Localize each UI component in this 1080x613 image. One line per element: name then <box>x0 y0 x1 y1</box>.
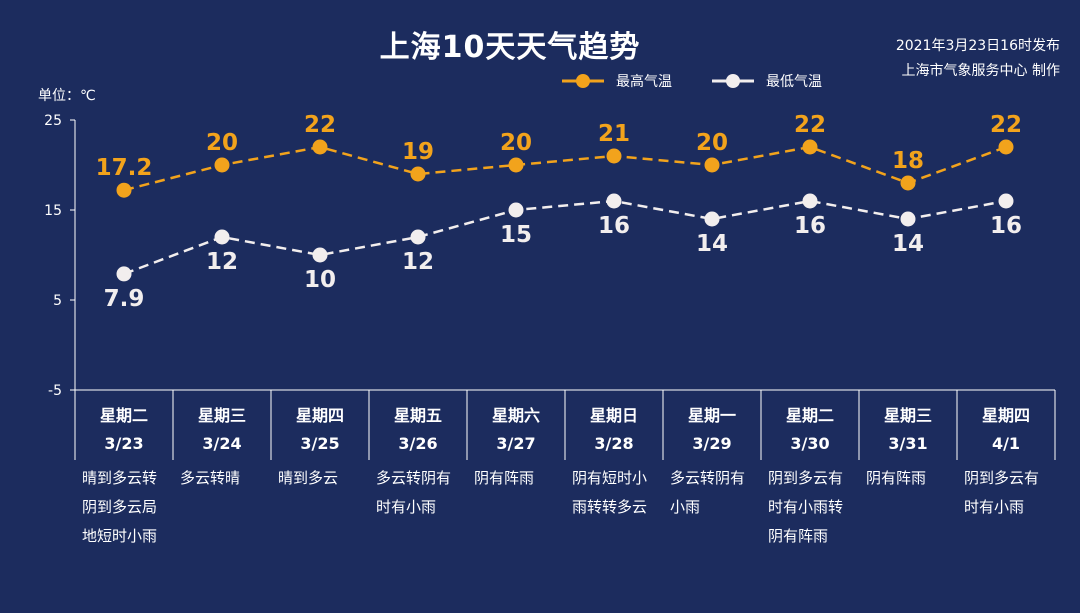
weather-description: 阴有阵雨 <box>768 527 828 545</box>
producer-credit: 上海市气象服务中心 制作 <box>901 63 1060 79</box>
data-label-low: 14 <box>892 231 924 257</box>
data-point-high <box>116 182 132 198</box>
weather-description: 时有小雨 <box>376 498 436 516</box>
data-label-high: 22 <box>794 112 826 138</box>
weather-description: 晴到多云 <box>278 469 338 487</box>
data-label-high: 17.2 <box>96 155 153 181</box>
x-category-weekday: 星期四 <box>296 406 344 425</box>
weather-description: 阴到多云有 <box>964 469 1039 487</box>
weather-description: 时有小雨转 <box>768 498 843 516</box>
data-point-high <box>312 139 328 155</box>
y-tick-label: 5 <box>53 293 62 309</box>
x-category-weekday: 星期三 <box>884 406 932 425</box>
data-point-high <box>900 175 916 191</box>
data-point-high <box>508 157 524 173</box>
data-point-low <box>900 211 916 227</box>
x-category-date: 3/28 <box>594 434 633 453</box>
data-point-low <box>704 211 720 227</box>
weather-description: 阴到多云局 <box>82 498 157 516</box>
data-point-high <box>998 139 1014 155</box>
x-category-weekday: 星期六 <box>492 406 540 425</box>
legend-label-low: 最低气温 <box>766 74 822 90</box>
weather-description: 多云转阴有 <box>376 469 451 487</box>
weather-description: 地短时小雨 <box>82 527 157 545</box>
weather-description: 阴有阵雨 <box>866 469 926 487</box>
series-line-high <box>123 145 1007 192</box>
x-category-date: 3/30 <box>790 434 829 453</box>
x-category-date: 3/31 <box>888 434 927 453</box>
data-label-low: 7.9 <box>104 286 145 312</box>
data-label-low: 12 <box>402 249 434 275</box>
weather-description: 晴到多云转 <box>82 469 157 487</box>
x-category-weekday: 星期四 <box>982 406 1030 425</box>
y-tick-label: 25 <box>44 113 62 129</box>
data-label-high: 20 <box>696 130 728 156</box>
data-point-low <box>606 193 622 209</box>
data-label-high: 18 <box>892 148 924 174</box>
series-line-low <box>123 199 1007 276</box>
data-point-low <box>312 247 328 263</box>
weather-description: 多云转阴有 <box>670 469 745 487</box>
x-category-weekday: 星期二 <box>100 406 148 425</box>
data-point-high <box>410 166 426 182</box>
weather-description: 多云转晴 <box>180 469 240 487</box>
data-point-high <box>606 148 622 164</box>
data-label-low: 16 <box>794 213 826 239</box>
publish-date: 2021年3月23日16时发布 <box>895 38 1060 54</box>
unit-label: 单位：℃ <box>38 88 96 104</box>
data-point-high <box>802 139 818 155</box>
weather-description: 小雨 <box>670 498 700 516</box>
chart-title: 上海10天天气趋势 <box>379 30 641 65</box>
data-label-low: 15 <box>500 222 532 248</box>
weather-description: 阴有短时小 <box>572 469 647 487</box>
y-tick-label: -5 <box>48 383 62 399</box>
data-label-high: 21 <box>598 121 630 147</box>
weather-description: 阴有阵雨 <box>474 469 534 487</box>
weather-description: 时有小雨 <box>964 498 1024 516</box>
data-label-high: 22 <box>304 112 336 138</box>
data-label-low: 10 <box>304 267 336 293</box>
x-category-date: 3/24 <box>202 434 241 453</box>
data-point-low <box>410 229 426 245</box>
x-category-date: 4/1 <box>992 434 1020 453</box>
x-category-weekday: 星期五 <box>394 406 442 425</box>
data-point-low <box>214 229 230 245</box>
x-category-weekday: 星期三 <box>198 406 246 425</box>
data-point-low <box>998 193 1014 209</box>
legend-marker-high-icon <box>562 74 604 88</box>
x-category-weekday: 星期二 <box>786 406 834 425</box>
publish-info: 2021年3月23日16时发布 上海市气象服务中心 制作 <box>896 34 1060 84</box>
data-label-low: 14 <box>696 231 728 257</box>
x-category-date: 3/25 <box>300 434 339 453</box>
legend-marker-low-icon <box>712 74 754 88</box>
data-point-low <box>802 193 818 209</box>
x-category-weekday: 星期一 <box>688 406 736 425</box>
x-category-date: 3/29 <box>692 434 731 453</box>
y-tick-label: 15 <box>44 203 62 219</box>
weather-description: 阴到多云有 <box>768 469 843 487</box>
data-point-high <box>704 157 720 173</box>
legend-label-high: 最高气温 <box>616 74 672 90</box>
data-label-high: 19 <box>402 139 434 165</box>
data-label-high: 22 <box>990 112 1022 138</box>
data-label-low: 12 <box>206 249 238 275</box>
data-label-high: 20 <box>206 130 238 156</box>
x-category-date: 3/26 <box>398 434 437 453</box>
data-label-high: 20 <box>500 130 532 156</box>
x-category-date: 3/27 <box>496 434 535 453</box>
x-category-date: 3/23 <box>104 434 143 453</box>
data-point-high <box>214 157 230 173</box>
data-point-low <box>116 266 132 282</box>
x-category-weekday: 星期日 <box>590 406 638 425</box>
data-label-low: 16 <box>598 213 630 239</box>
data-label-low: 16 <box>990 213 1022 239</box>
weather-description: 雨转转多云 <box>572 498 647 516</box>
data-point-low <box>508 202 524 218</box>
